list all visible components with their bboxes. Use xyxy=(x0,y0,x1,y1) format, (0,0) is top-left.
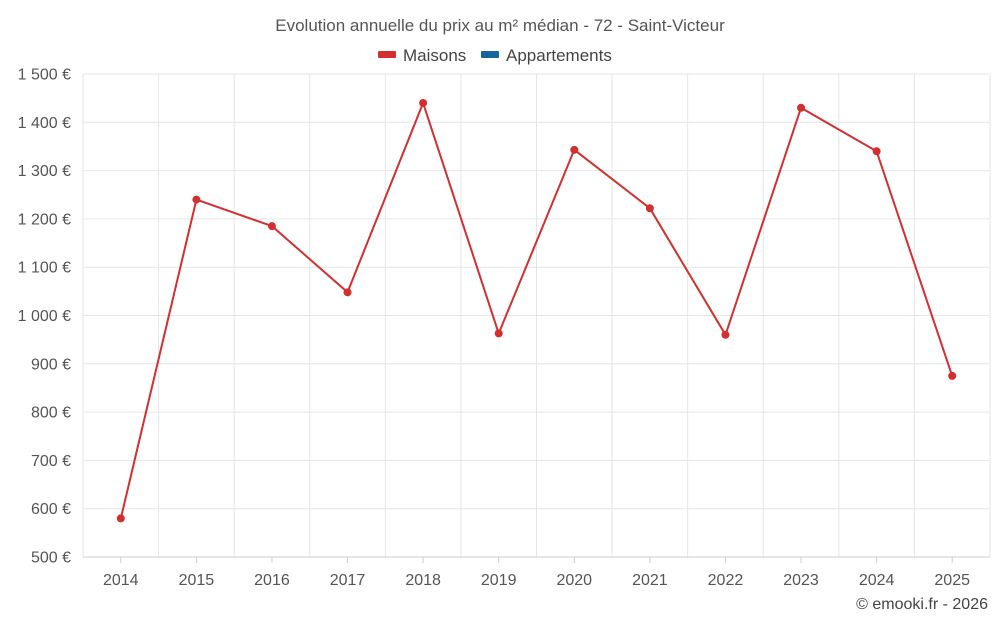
y-axis-ticks: 500 € 600 € 700 € 800 € 900 € 1 000 € 1 100 € 1… xyxy=(18,67,71,567)
x-tick-label: 2014 xyxy=(103,572,139,589)
x-tick-label: 2021 xyxy=(632,572,668,589)
x-tick-label: 2024 xyxy=(859,572,895,589)
data-point-maisons-2014[interactable] xyxy=(116,514,125,523)
y-tick-label: 700 € xyxy=(31,453,71,470)
y-tick-label: 1 200 € xyxy=(18,211,71,228)
legend-swatch-appartements xyxy=(481,51,499,58)
data-point-maisons-2017[interactable] xyxy=(343,288,352,297)
y-tick-label: 1 400 € xyxy=(18,115,71,132)
data-point-maisons-2019[interactable] xyxy=(494,329,503,338)
series-line-maisons xyxy=(119,102,954,519)
x-tick-label: 2025 xyxy=(934,572,970,589)
y-tick-label: 500 € xyxy=(31,550,71,567)
x-tick-label: 2016 xyxy=(254,572,290,589)
data-point-maisons-2025[interactable] xyxy=(948,371,957,380)
chart-title: Evolution annuelle du prix au m² médian … xyxy=(275,16,725,35)
data-point-maisons-2024[interactable] xyxy=(872,147,881,156)
y-tick-label: 800 € xyxy=(31,405,71,422)
x-tick-label: 2022 xyxy=(708,572,744,589)
data-point-maisons-2020[interactable] xyxy=(570,145,579,154)
series-points xyxy=(116,98,957,523)
y-tick-label: 600 € xyxy=(31,501,71,518)
legend-label-maisons: Maisons xyxy=(403,46,466,65)
data-point-maisons-2022[interactable] xyxy=(721,330,730,339)
data-point-maisons-2018[interactable] xyxy=(419,98,428,107)
y-tick-label: 1 000 € xyxy=(18,308,71,325)
legend: Maisons Appartements xyxy=(378,46,612,65)
x-gridlines xyxy=(82,74,991,558)
x-axis-ticks: 2014 2015 2016 2017 2018 2019 2020 2021 2022 2023… xyxy=(103,557,970,589)
data-point-maisons-2023[interactable] xyxy=(797,103,806,112)
y-tick-label: 900 € xyxy=(31,356,71,373)
legend-label-appartements: Appartements xyxy=(506,46,612,65)
legend-item-appartements[interactable]: Appartements xyxy=(481,46,612,65)
credit: © emooki.fr - 2026 xyxy=(856,596,988,613)
data-point-maisons-2015[interactable] xyxy=(192,195,201,204)
y-tick-label: 1 500 € xyxy=(18,67,71,84)
y-tick-label: 1 100 € xyxy=(18,260,71,277)
y-tick-label: 1 300 € xyxy=(18,163,71,180)
x-tick-label: 2017 xyxy=(330,572,366,589)
x-tick-label: 2019 xyxy=(481,572,517,589)
data-point-maisons-2021[interactable] xyxy=(645,204,654,213)
x-tick-label: 2023 xyxy=(783,572,819,589)
x-tick-label: 2015 xyxy=(179,572,215,589)
x-tick-label: 2020 xyxy=(556,572,592,589)
x-tick-label: 2018 xyxy=(405,572,441,589)
series-lines xyxy=(119,102,954,519)
legend-item-maisons[interactable]: Maisons xyxy=(378,46,466,65)
legend-swatch-maisons xyxy=(378,51,396,58)
data-point-maisons-2016[interactable] xyxy=(267,222,276,231)
